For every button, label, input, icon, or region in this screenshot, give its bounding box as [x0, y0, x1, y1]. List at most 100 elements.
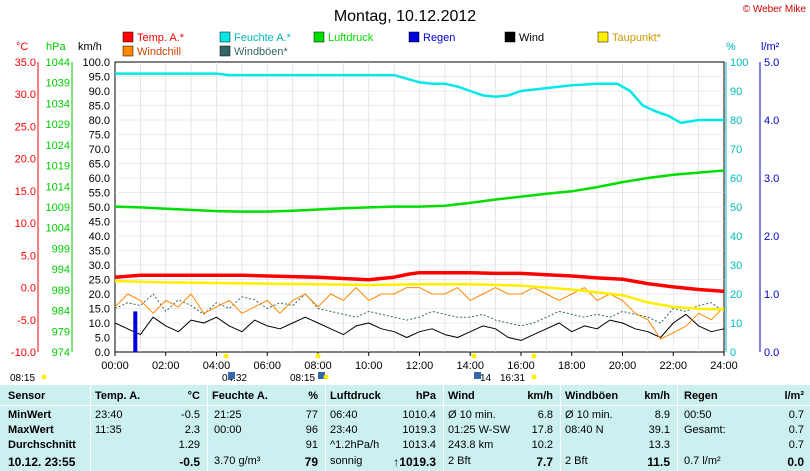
- pressure-tick-label: 1034: [46, 98, 70, 110]
- wind-tick-label: 10.0: [89, 318, 110, 330]
- pressure-tick-label: 1029: [46, 119, 70, 131]
- wind-desc: 2 Bft: [448, 455, 471, 467]
- humidity-value: 91: [305, 439, 318, 451]
- temp-value: -0.5: [179, 455, 200, 469]
- temp-tick-label: 25.0: [15, 121, 36, 133]
- time-axis: 00:00 02:00 04:00 06:00 08:00 10:00 12:00 14:00…: [101, 352, 738, 372]
- humidity-time: 00:00: [214, 424, 242, 436]
- gust-value: 13.3: [648, 439, 670, 451]
- feuchte-a-line: [115, 72, 724, 125]
- wind-unit-label: km/h: [78, 41, 102, 53]
- rain-value: 0.0: [787, 455, 804, 469]
- legend-swatch: [504, 31, 516, 43]
- legend-label: Windböen*: [234, 46, 289, 58]
- temp-tick-label: -10.0: [11, 347, 36, 359]
- wind-desc: 01:25 W-SW: [448, 424, 511, 436]
- sun-marker: [318, 372, 325, 379]
- legend-label: Temp. A.*: [137, 32, 185, 44]
- header-temp-unit: °C: [187, 390, 200, 402]
- rain-value: 0.7: [788, 409, 804, 421]
- pressure-unit-label: hPa: [46, 41, 66, 53]
- temp-axis: 35.0 30.0 25.0 20.0 15.0 10.0 5.0 0.0 -5.0 -10.0: [11, 57, 39, 359]
- copyright-text: © Weber Mike: [743, 4, 807, 15]
- pressure-tick-label: 1044: [46, 57, 70, 69]
- windchill-line: [114, 287, 725, 340]
- wind-tick-label: 90.0: [89, 86, 110, 98]
- humidity-tick-label: 60: [730, 173, 742, 185]
- wind-tick-label: 60.0: [89, 173, 110, 185]
- legend-swatch: [597, 31, 609, 43]
- wind-line: [114, 313, 725, 341]
- legend-label: Taupunkt*: [612, 32, 662, 44]
- header-rain-unit: l/m²: [784, 390, 804, 402]
- wind-tick-label: 20.0: [89, 289, 110, 301]
- pressure-tick-label: 1014: [46, 181, 70, 193]
- rain-tick-label: 3.0: [764, 173, 779, 185]
- gust-value: 11.5: [647, 455, 670, 469]
- rain-tick-label: 1.0: [764, 289, 779, 301]
- wind-tick-label: 5.0: [95, 333, 110, 345]
- x-tick-label: 04:00: [203, 360, 231, 372]
- pressure-time: 23:40: [330, 424, 358, 436]
- sun-marker: [228, 372, 235, 379]
- pressure-axis: 1044 1039 1034 1029 1024 1019 1014 1009 1004 999 9…: [46, 57, 73, 359]
- legend-label: Feuchte A.*: [234, 32, 292, 44]
- pressure-value: ↑1019.3: [393, 455, 436, 469]
- humidity-tick-label: 0: [730, 347, 736, 359]
- col-divider: [677, 385, 678, 471]
- header-temp: Temp. A.: [95, 390, 141, 402]
- humidity-tick-label: 70: [730, 144, 742, 156]
- wind-tick-label: 80.0: [89, 115, 110, 127]
- wind-tick-label: 70.0: [89, 144, 110, 156]
- legend-label: Regen: [423, 32, 455, 44]
- regen-bar: [133, 311, 138, 352]
- wind-value: 7.7: [536, 455, 553, 469]
- wind-tick-label: 40.0: [89, 231, 110, 243]
- humidity-tick-label: 20: [730, 289, 742, 301]
- pressure-time: 06:40: [330, 409, 358, 421]
- wind-tick-label: 45.0: [89, 217, 110, 229]
- header-humidity: Feuchte A.: [212, 390, 268, 402]
- x-tick-label: 10:00: [355, 360, 383, 372]
- pressure-time: sonnig: [330, 455, 363, 467]
- marker-label: 08:15: [290, 373, 315, 384]
- day-marker: [323, 374, 329, 380]
- col-divider: [325, 385, 326, 471]
- col-divider: [443, 385, 444, 471]
- temp-tick-label: 35.0: [15, 57, 36, 69]
- x-tick-label: 22:00: [659, 360, 687, 372]
- pressure-tick-label: 999: [52, 243, 70, 255]
- pressure-tick-label: 1009: [46, 202, 70, 214]
- chart-title: Montag, 10.12.2012: [334, 8, 476, 25]
- humidity-value: 96: [305, 424, 318, 436]
- temp-time: 23:40: [95, 409, 123, 421]
- temp-a-line: [114, 270, 725, 294]
- x-tick-label: 12:00: [406, 360, 434, 372]
- wind-tick-label: 85.0: [89, 101, 110, 113]
- legend-swatch: [219, 31, 231, 43]
- rain-tick-label: 5.0: [764, 57, 779, 69]
- wind-value: 6.8: [537, 409, 553, 421]
- legend-label: Luftdruck: [328, 32, 374, 44]
- temp-tick-label: 30.0: [15, 89, 36, 101]
- pressure-tick-label: 979: [52, 326, 70, 338]
- gust-value: 39.1: [648, 424, 670, 436]
- rain-tick-label: 2.0: [764, 231, 779, 243]
- day-marker: [531, 353, 537, 359]
- temp-time: 11:35: [95, 424, 122, 436]
- wind-tick-label: 35.0: [89, 246, 110, 258]
- humidity-value: 77: [305, 409, 318, 421]
- pressure-tick-label: 984: [52, 306, 70, 318]
- temp-tick-label: 10.0: [15, 218, 36, 230]
- rain-desc: Gesamt:: [684, 424, 726, 436]
- humidity-tick-label: 30: [730, 260, 742, 272]
- marker-label: 14: [480, 373, 492, 384]
- wind-tick-label: 100.0: [82, 57, 110, 69]
- wind-axis: 100.0 95.0 90.0 85.0 80.0 75.0 70.0 65.0 60.0 55.…: [82, 57, 110, 359]
- legend-swatch: [122, 31, 134, 43]
- header-gusts-unit: km/h: [644, 390, 670, 402]
- wind-tick-label: 25.0: [89, 275, 110, 287]
- temp-value: 1.29: [178, 439, 200, 451]
- header-rain: Regen: [684, 390, 718, 402]
